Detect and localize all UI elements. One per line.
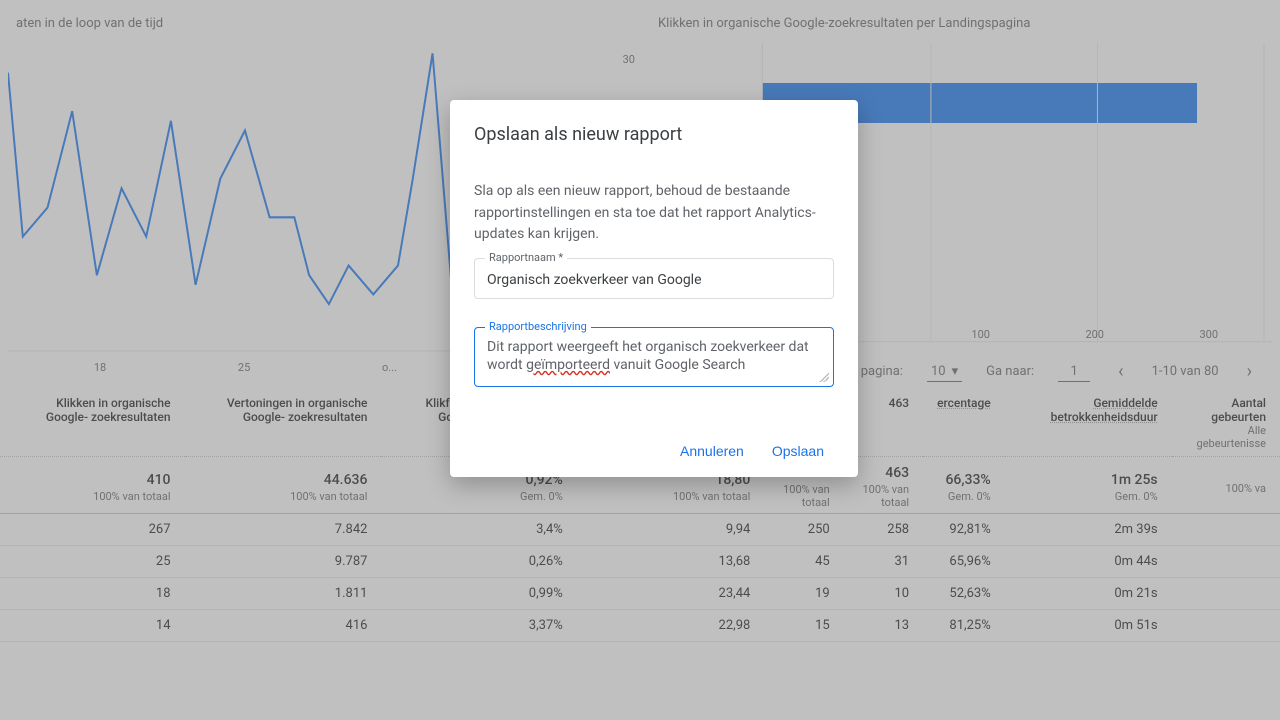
report-desc-label: Rapportbeschrijving xyxy=(485,320,591,333)
save-button[interactable]: Opslaan xyxy=(762,435,834,467)
save-report-modal: Opslaan als nieuw rapport Sla op als een… xyxy=(450,100,858,477)
report-name-field[interactable]: Rapportnaam * xyxy=(474,258,834,299)
modal-description: Sla op als een nieuw rapport, behoud de … xyxy=(474,181,834,246)
report-desc-textarea[interactable]: Dit rapport weergeeft het organisch zoek… xyxy=(487,338,821,376)
report-name-label: Rapportnaam * xyxy=(485,251,567,264)
resize-grip-icon[interactable] xyxy=(819,372,829,382)
modal-title: Opslaan als nieuw rapport xyxy=(474,124,834,145)
cancel-button[interactable]: Annuleren xyxy=(670,435,754,467)
report-desc-field[interactable]: Rapportbeschrijving Dit rapport weergeef… xyxy=(474,327,834,387)
report-name-input[interactable] xyxy=(487,272,821,288)
